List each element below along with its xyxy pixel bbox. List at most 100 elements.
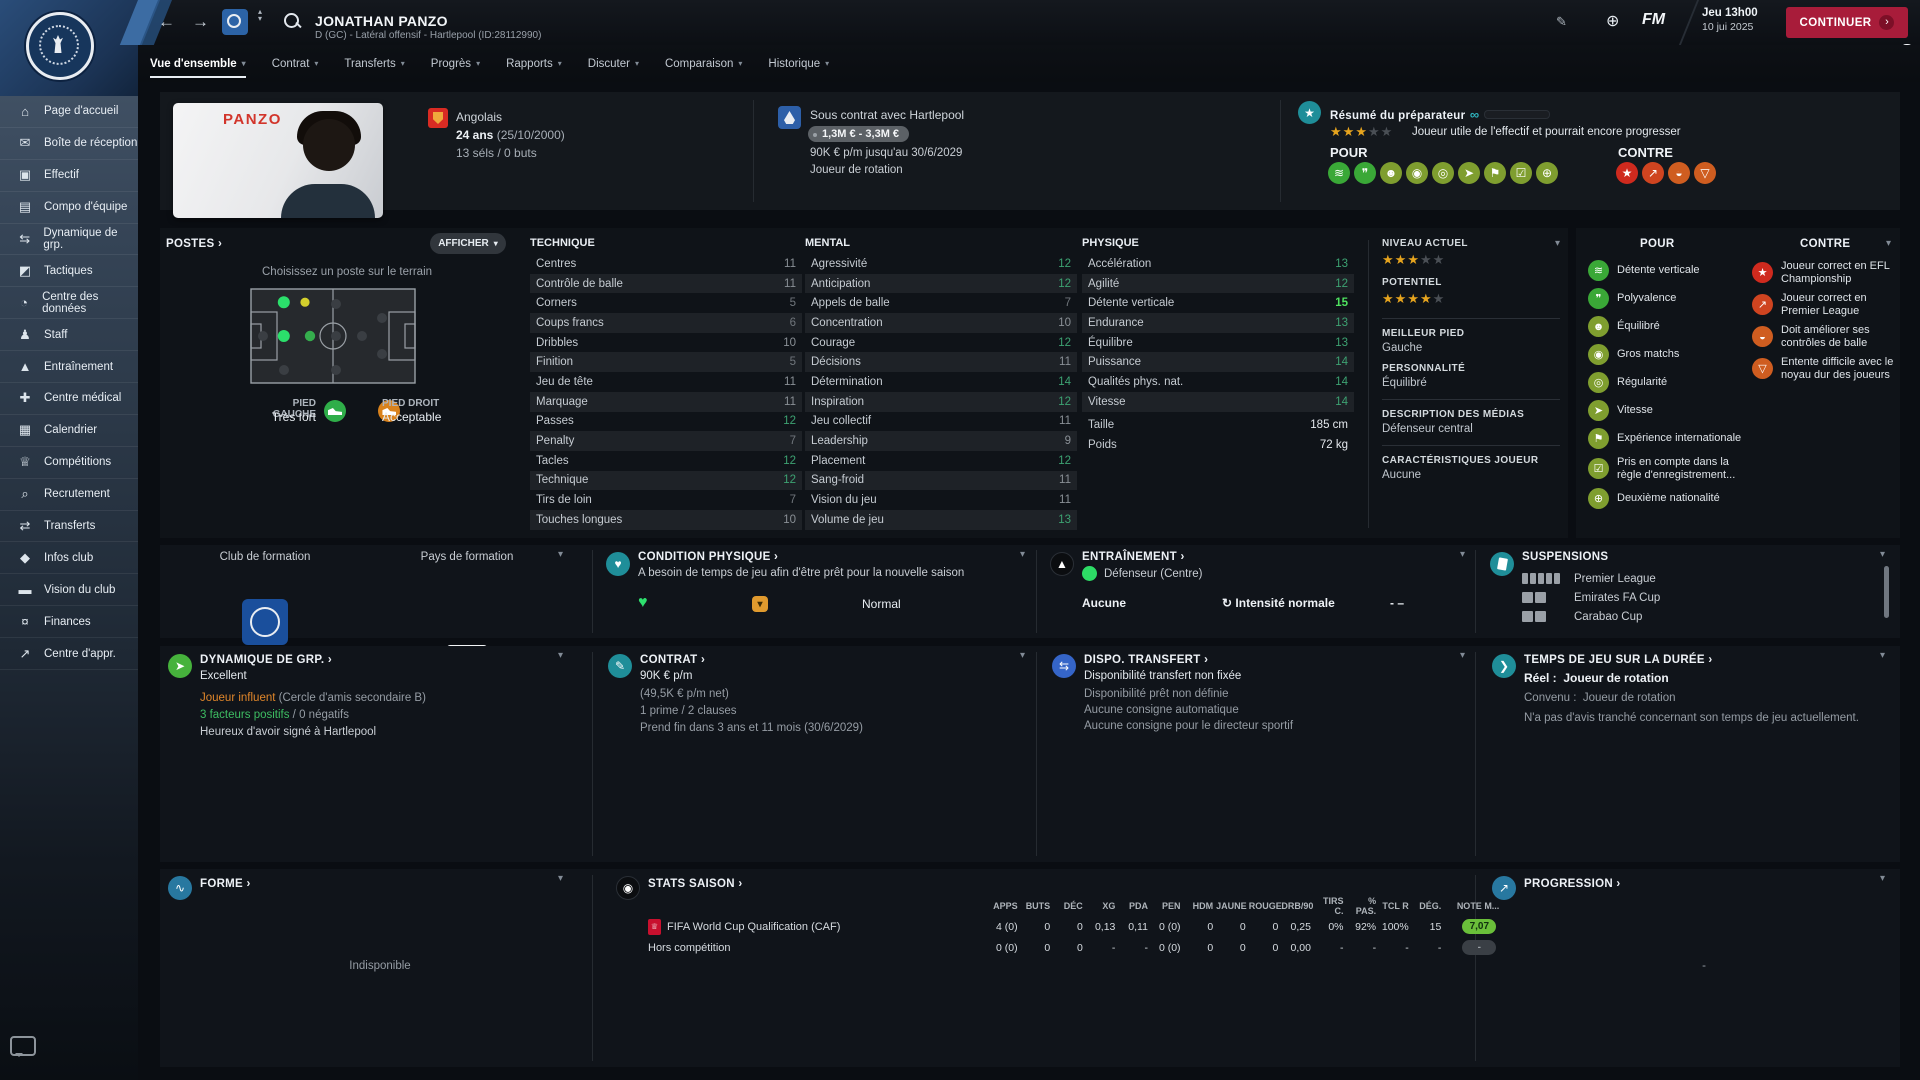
- analyser-item[interactable]: ≋ Détente verticale: [1588, 260, 1746, 281]
- sidebar-item-club-info[interactable]: ◆ Infos club: [0, 542, 138, 575]
- attribute-row[interactable]: Corners 5: [530, 293, 802, 313]
- training-extra[interactable]: Aucune: [1082, 596, 1127, 610]
- attribute-row[interactable]: Coups francs 6: [530, 313, 802, 333]
- position-spot-accomplished[interactable]: [304, 330, 316, 342]
- training-intensity[interactable]: ↻ Intensité normale: [1222, 596, 1335, 610]
- collapse-chevron-icon[interactable]: ▾: [1886, 238, 1892, 249]
- tab-comparaison[interactable]: Comparaison ▾: [665, 45, 742, 82]
- scout-summary-title[interactable]: Résumé du préparateur ∞: [1330, 106, 1550, 124]
- attribute-row[interactable]: Accélération 13: [1082, 254, 1354, 274]
- sidebar-item-finances[interactable]: ¤ Finances: [0, 606, 138, 639]
- condition-title[interactable]: CONDITION PHYSIQUE ›: [638, 551, 779, 563]
- tab-rapports[interactable]: Rapports ▾: [506, 45, 562, 82]
- attribute-row[interactable]: Technique 12: [530, 470, 802, 491]
- collapse-chevron-icon[interactable]: ▾: [1880, 650, 1886, 661]
- chat-icon[interactable]: [10, 1036, 36, 1057]
- attribute-row[interactable]: Endurance 13: [1082, 313, 1354, 333]
- collapse-chevron-icon[interactable]: ▾: [1460, 650, 1466, 661]
- position-pitch[interactable]: [250, 288, 416, 384]
- club-chip-icon[interactable]: [222, 9, 248, 35]
- season-stats-title[interactable]: STATS SAISON ›: [648, 878, 743, 890]
- attribute-row[interactable]: Anticipation 12: [805, 273, 1077, 294]
- attribute-row[interactable]: Passes 12: [530, 412, 802, 432]
- attribute-row[interactable]: Leadership 9: [805, 431, 1077, 451]
- attribute-row[interactable]: Dribbles 10: [530, 333, 802, 353]
- tab-transferts[interactable]: Transferts ▾: [344, 45, 404, 82]
- analyser-item[interactable]: ↗ Joueur correct en Premier League: [1752, 292, 1902, 317]
- continue-button[interactable]: CONTINUER ›: [1786, 7, 1908, 38]
- collapse-chevron-icon[interactable]: ▾: [1880, 873, 1886, 884]
- training-title[interactable]: ENTRAÎNEMENT ›: [1082, 551, 1185, 563]
- attribute-row[interactable]: Décisions 11: [805, 352, 1077, 373]
- analyser-item[interactable]: ☻ Équilibré: [1588, 316, 1746, 337]
- world-icon[interactable]: ⊕: [1606, 13, 1620, 30]
- tab-discuter[interactable]: Discuter ▾: [588, 45, 639, 82]
- position-spot-competent[interactable]: [300, 297, 310, 307]
- player-photo-card[interactable]: PANZO: [173, 103, 383, 218]
- attribute-row[interactable]: Contrôle de balle 11: [530, 273, 802, 294]
- collapse-chevron-icon[interactable]: ▾: [1020, 549, 1026, 560]
- attribute-row[interactable]: Placement 12: [805, 451, 1077, 471]
- analyser-item[interactable]: ⊕ Deuxième nationalité: [1588, 488, 1746, 509]
- forward-arrow-icon[interactable]: →: [192, 12, 209, 31]
- attribute-row[interactable]: Équilibre 13: [1082, 333, 1354, 353]
- attribute-row[interactable]: Tirs de loin 7: [530, 490, 802, 510]
- stats-row[interactable]: Hors compétition 0 (0) 0 0- -0 (0) 0 0 0 0,00- - -…: [648, 937, 1510, 958]
- collapse-chevron-icon[interactable]: ▾: [1460, 549, 1466, 560]
- sidebar-item-medical[interactable]: ✚ Centre médical: [0, 383, 138, 415]
- sidebar-item-dynamics[interactable]: ⇆ Dynamique de grp.: [0, 224, 138, 256]
- attribute-row[interactable]: Finition 5: [530, 352, 802, 373]
- analyser-item[interactable]: ⚑ Expérience internationale: [1588, 428, 1746, 449]
- club-crest[interactable]: [26, 12, 94, 80]
- attribute-row[interactable]: Vitesse 14: [1082, 391, 1354, 412]
- analyser-item[interactable]: ◉ Gros matchs: [1588, 344, 1746, 365]
- position-spot-natural[interactable]: [277, 296, 290, 309]
- attribute-row[interactable]: Centres 11: [530, 254, 802, 274]
- attribute-row[interactable]: Détermination 14: [805, 372, 1077, 392]
- spinner-control[interactable]: ▴ ▾: [257, 7, 262, 23]
- contract-panel-title[interactable]: CONTRAT ›: [640, 654, 706, 666]
- edit-pencil-icon[interactable]: ✎: [1556, 14, 1567, 29]
- sidebar-item-lineup[interactable]: ▤ Compo d'équipe: [0, 192, 138, 224]
- afficher-button[interactable]: AFFICHER ▾: [430, 233, 506, 254]
- tab-historique[interactable]: Historique ▾: [768, 45, 829, 82]
- sidebar-item-calendar[interactable]: ▦ Calendrier: [0, 415, 138, 447]
- tab-vue-densemble[interactable]: Vue d'ensemble ▾: [150, 45, 246, 82]
- positions-title[interactable]: POSTES ›: [166, 238, 223, 250]
- attribute-row[interactable]: Jeu de tête 11: [530, 372, 802, 392]
- attribute-row[interactable]: Qualités phys. nat. 14: [1082, 372, 1354, 392]
- attribute-row[interactable]: Agilité 12: [1082, 273, 1354, 294]
- suspension-row[interactable]: Emirates FA Cup: [1522, 588, 1852, 607]
- attribute-row[interactable]: Courage 12: [805, 333, 1077, 353]
- sidebar-item-data-hub[interactable]: ◔ Centre des données: [0, 287, 138, 320]
- analyser-item[interactable]: ☑ Pris en compte dans la règle d'enregist…: [1588, 456, 1746, 481]
- attribute-row[interactable]: Détente verticale 15: [1082, 293, 1354, 313]
- dynamics-title[interactable]: DYNAMIQUE DE GRP. ›: [200, 654, 333, 666]
- attribute-row[interactable]: Sang-froid 11: [805, 470, 1077, 491]
- suspension-row[interactable]: Premier League: [1522, 569, 1852, 588]
- analyser-item[interactable]: ◎ Régularité: [1588, 372, 1746, 393]
- attribute-row[interactable]: Volume de jeu 13: [805, 509, 1077, 530]
- form-title[interactable]: FORME ›: [200, 878, 251, 890]
- player-value-pill[interactable]: 1,3M € - 3,3M €: [808, 124, 910, 142]
- sidebar-item-club-vision[interactable]: ▬ Vision du club: [0, 574, 138, 607]
- tab-contrat[interactable]: Contrat ▾: [272, 45, 319, 82]
- analyser-item[interactable]: ▽ Entente difficile avec le noyau dur des…: [1752, 356, 1902, 381]
- analyser-item[interactable]: ◒ Doit améliorer ses contrôles de balle: [1752, 324, 1902, 349]
- suspensions-scrollbar[interactable]: [1884, 566, 1889, 618]
- collapse-chevron-icon[interactable]: ▾: [558, 549, 564, 560]
- sidebar-item-transfers[interactable]: ⇄ Transferts: [0, 511, 138, 543]
- sidebar-item-tactics[interactable]: ◩ Tactiques: [0, 255, 138, 288]
- attribute-row[interactable]: Concentration 10: [805, 313, 1077, 333]
- attribute-row[interactable]: Appels de balle 7: [805, 293, 1077, 313]
- attribute-row[interactable]: Jeu collectif 11: [805, 412, 1077, 432]
- collapse-chevron-icon[interactable]: ▾: [1880, 549, 1886, 560]
- sidebar-item-development[interactable]: ↗ Centre d'appr.: [0, 638, 138, 671]
- attribute-row[interactable]: Puissance 14: [1082, 352, 1354, 373]
- attribute-row[interactable]: Penalty 7: [530, 431, 802, 451]
- transfer-title[interactable]: DISPO. TRANSFERT ›: [1084, 654, 1209, 666]
- collapse-chevron-icon[interactable]: ▾: [558, 873, 564, 884]
- formation-club-badge[interactable]: [242, 599, 288, 645]
- analyser-item[interactable]: ➤ Vitesse: [1588, 400, 1746, 421]
- sidebar-item-staff[interactable]: ♟ Staff: [0, 319, 138, 352]
